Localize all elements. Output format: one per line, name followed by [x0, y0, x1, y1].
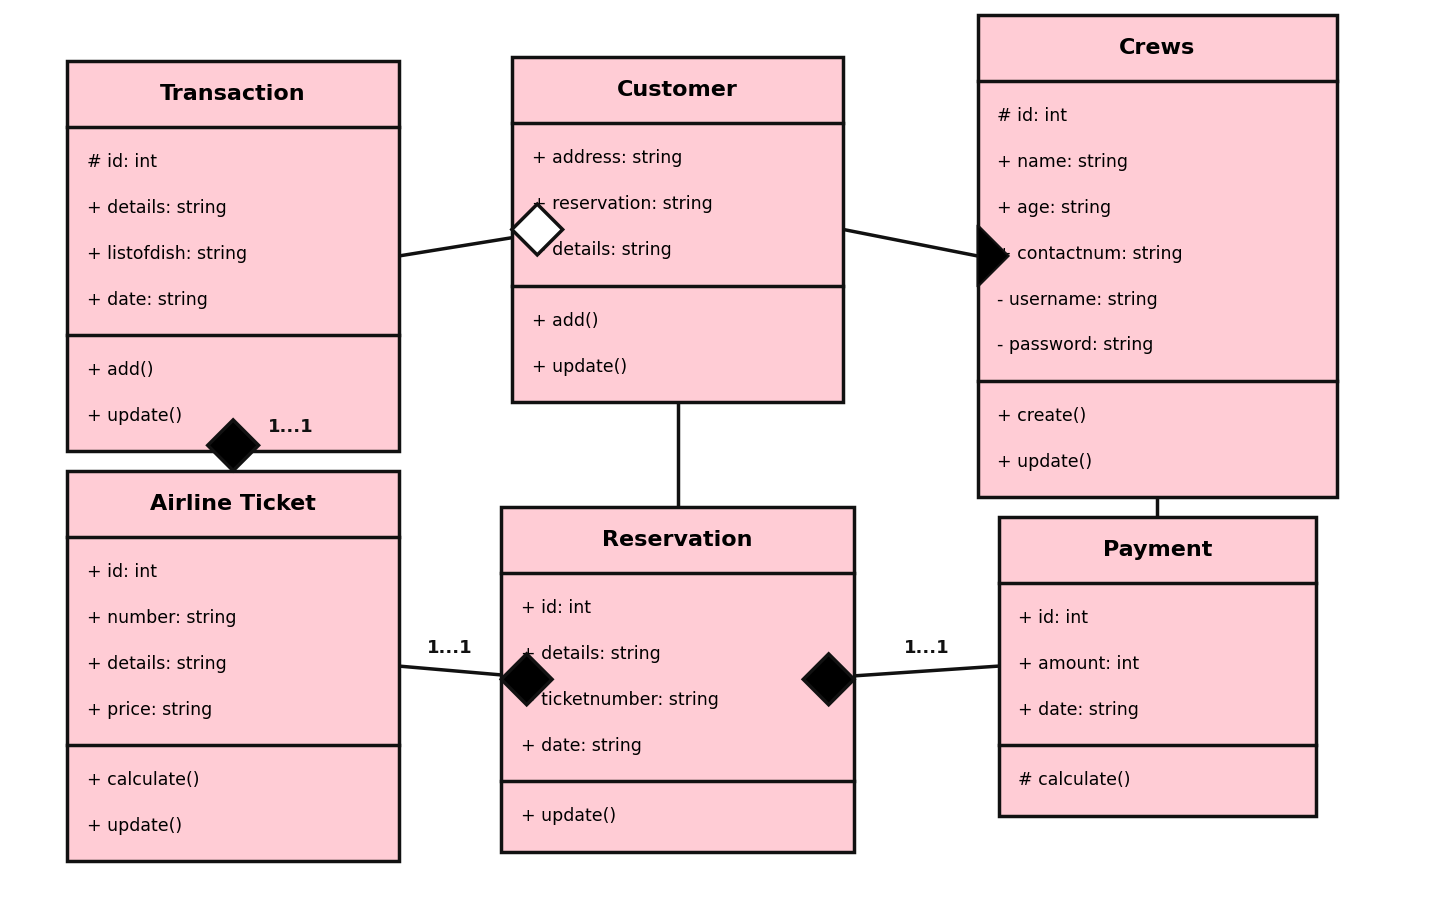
Text: # id: int: # id: int [998, 107, 1067, 125]
Bar [68, 60, 399, 451]
Text: + add(): + add() [531, 311, 598, 329]
Text: # calculate(): # calculate() [1018, 771, 1130, 789]
Text: # id: int: # id: int [86, 153, 157, 171]
Bar [511, 57, 844, 402]
Text: + id: int: + id: int [1018, 609, 1089, 627]
Bar [68, 471, 399, 861]
Text: + number: string: + number: string [86, 609, 236, 627]
Text: + name: string: + name: string [998, 153, 1129, 171]
Polygon shape [978, 225, 1008, 287]
Text: + create(): + create() [998, 407, 1087, 425]
Text: + date: string: + date: string [1018, 701, 1139, 719]
Text: - username: string: - username: string [998, 291, 1158, 309]
Text: 1...1: 1...1 [268, 418, 314, 436]
Text: + contactnum: string: + contactnum: string [998, 245, 1182, 263]
Text: Customer: Customer [618, 80, 739, 100]
Text: + amount: int: + amount: int [1018, 655, 1139, 673]
Text: + details: string: + details: string [531, 241, 671, 259]
Text: Crews: Crews [1119, 38, 1195, 58]
Polygon shape [804, 654, 854, 705]
Text: + age: string: + age: string [998, 199, 1112, 217]
Polygon shape [207, 420, 259, 471]
Text: 1...1: 1...1 [903, 639, 949, 657]
Text: + address: string: + address: string [531, 149, 683, 167]
Text: 1...1: 1...1 [428, 639, 472, 657]
Polygon shape [501, 654, 552, 705]
Text: + update(): + update() [86, 407, 183, 425]
Text: + reservation: string: + reservation: string [531, 195, 713, 213]
Text: + listofdish: string: + listofdish: string [86, 245, 248, 263]
Text: + details: string: + details: string [86, 199, 228, 217]
Text: + id: int: + id: int [521, 599, 590, 617]
Text: + calculate(): + calculate() [86, 771, 200, 789]
Polygon shape [511, 204, 563, 255]
Text: + id: int: + id: int [86, 563, 157, 581]
Text: + ticketnumber: string: + ticketnumber: string [521, 691, 719, 709]
Text: Reservation: Reservation [602, 530, 753, 550]
Text: + update(): + update() [998, 453, 1093, 471]
Text: + details: string: + details: string [86, 655, 228, 673]
Text: + update(): + update() [86, 817, 183, 835]
Text: + update(): + update() [521, 807, 616, 825]
Text: + date: string: + date: string [521, 737, 642, 755]
Text: + date: string: + date: string [86, 291, 207, 309]
Text: - password: string: - password: string [998, 337, 1153, 355]
Bar [501, 507, 854, 851]
Text: + update(): + update() [531, 357, 626, 375]
Text: Transaction: Transaction [160, 84, 305, 104]
Text: + add(): + add() [86, 361, 154, 379]
Text: + details: string: + details: string [521, 645, 661, 663]
Text: Airline Ticket: Airline Ticket [150, 494, 315, 514]
Text: Payment: Payment [1103, 540, 1212, 560]
Bar [978, 14, 1338, 497]
Bar [999, 517, 1316, 815]
Text: + price: string: + price: string [86, 701, 212, 719]
